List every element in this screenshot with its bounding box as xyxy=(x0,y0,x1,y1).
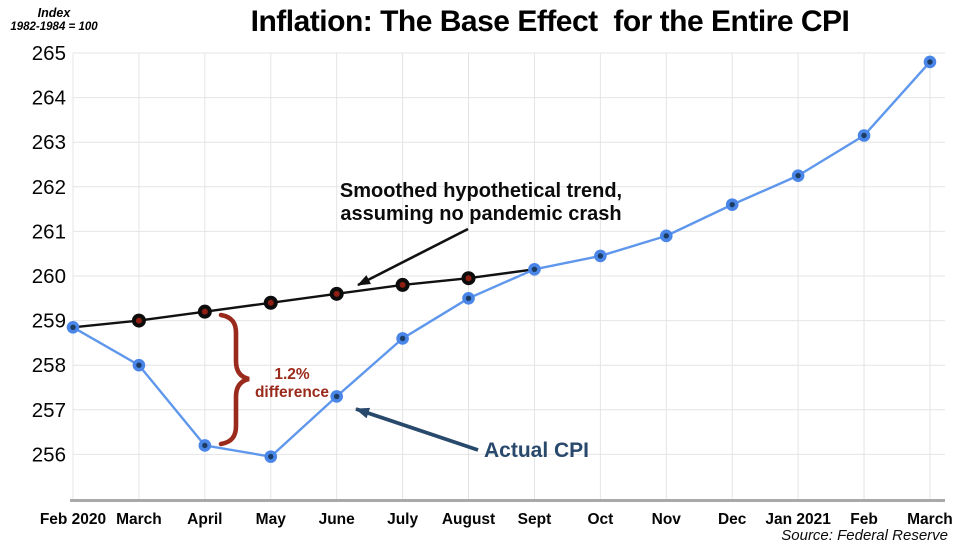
svg-text:259: 259 xyxy=(32,310,66,333)
annotation-arrows xyxy=(355,227,479,452)
y-axis-labels: 256 257 258 259 260 261 262 263 264 265 xyxy=(32,42,66,466)
svg-text:258: 258 xyxy=(32,354,66,377)
difference-brace xyxy=(218,312,250,447)
difference-annotation: 1.2% difference xyxy=(254,366,330,402)
svg-text:March: March xyxy=(907,511,953,528)
gridlines xyxy=(72,52,945,500)
svg-text:July: July xyxy=(387,511,418,528)
svg-text:Sept: Sept xyxy=(518,511,552,528)
actual-series xyxy=(66,55,937,463)
x-axis-labels: Feb 2020 March April May June July August Sept O… xyxy=(40,511,953,528)
svg-text:260: 260 xyxy=(32,265,66,288)
svg-text:June: June xyxy=(319,511,356,528)
svg-text:May: May xyxy=(256,511,287,528)
svg-text:April: April xyxy=(187,511,222,528)
svg-text:Feb 2020: Feb 2020 xyxy=(40,511,106,528)
actual-annotation-arrow xyxy=(355,407,479,452)
svg-text:Jan 2021: Jan 2021 xyxy=(765,511,831,528)
svg-text:261: 261 xyxy=(32,220,66,243)
trend-series xyxy=(72,268,535,329)
page-title: Inflation: The Base Effect for the Entir… xyxy=(250,5,850,38)
y-axis-unit-line1: Index xyxy=(37,6,71,20)
source-credit: Source: Federal Reserve xyxy=(781,527,948,544)
svg-text:Dec: Dec xyxy=(718,511,747,528)
trend-annotation-arrow xyxy=(357,227,469,287)
svg-text:263: 263 xyxy=(32,131,66,154)
svg-text:Nov: Nov xyxy=(652,511,682,528)
trend-annotation: Smoothed hypothetical trend, assuming no… xyxy=(339,180,623,225)
svg-text:262: 262 xyxy=(32,176,66,199)
actual-cpi-annotation: Actual CPI xyxy=(484,439,590,462)
svg-text:August: August xyxy=(442,511,495,528)
y-axis-unit-label: Index 1982-1984 = 100 xyxy=(4,6,104,35)
svg-text:264: 264 xyxy=(32,87,66,110)
svg-text:257: 257 xyxy=(32,399,66,422)
y-axis-unit-line2: 1982-1984 = 100 xyxy=(10,21,98,33)
svg-text:256: 256 xyxy=(32,443,66,466)
svg-text:Feb: Feb xyxy=(850,511,878,528)
svg-text:265: 265 xyxy=(32,42,66,65)
svg-text:Oct: Oct xyxy=(587,511,613,528)
svg-text:March: March xyxy=(116,511,162,528)
